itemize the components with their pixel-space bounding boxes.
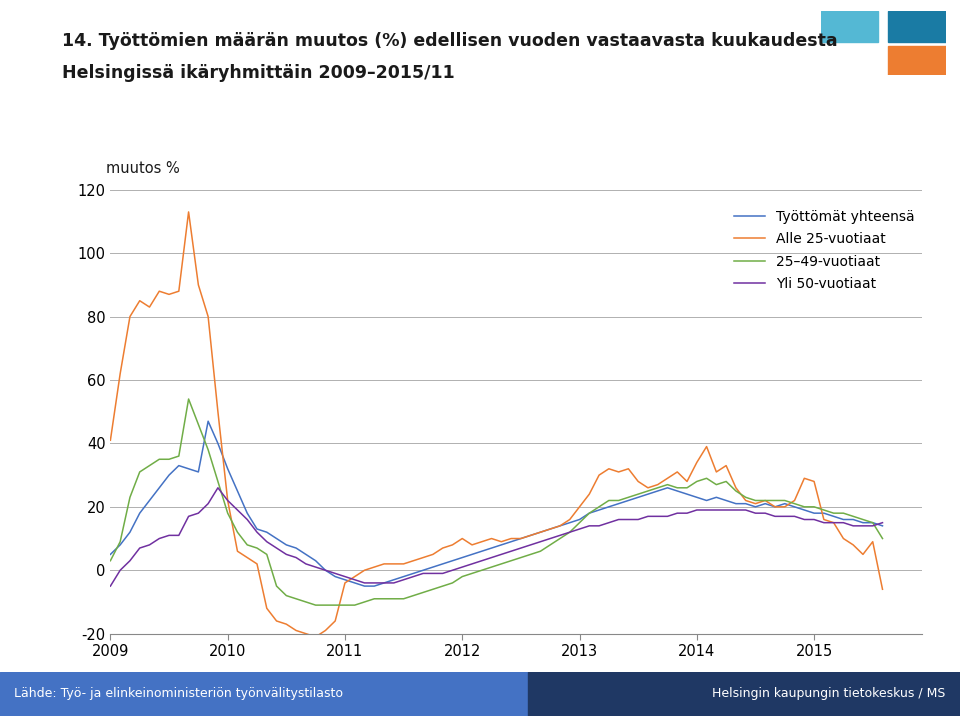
25–49-vuotiaat [623, 493, 635, 502]
Yli 50-vuotiaat [612, 516, 624, 524]
Alle 25-vuotiaat [105, 436, 116, 445]
Text: Helsingin kaupungin tietokeskus / MS: Helsingin kaupungin tietokeskus / MS [712, 687, 946, 700]
25–49-vuotiaat [105, 556, 116, 565]
Työttömät yhteensä [876, 521, 888, 530]
Bar [888, 46, 946, 75]
Yli 50-vuotiaat [457, 563, 468, 571]
Legend: Työttömät yhteensä, Alle 25-vuotiaat, 25–49-vuotiaat, Yli 50-vuotiaat: Työttömät yhteensä, Alle 25-vuotiaat, 25… [734, 210, 915, 291]
25–49-vuotiaat [652, 483, 663, 492]
Työttömät yhteensä [359, 582, 371, 591]
Line: Alle 25-vuotiaat: Alle 25-vuotiaat [110, 212, 882, 637]
Alle 25-vuotiaat [182, 208, 194, 216]
Alle 25-vuotiaat [593, 471, 605, 480]
25–49-vuotiaat [467, 569, 478, 578]
Työttömät yhteensä [467, 550, 478, 558]
Alle 25-vuotiaat [467, 541, 478, 549]
Alle 25-vuotiaat [623, 465, 635, 473]
Line: 25–49-vuotiaat: 25–49-vuotiaat [110, 399, 882, 605]
25–49-vuotiaat [876, 534, 888, 543]
Yli 50-vuotiaat [105, 582, 116, 591]
Bar [821, 11, 878, 42]
25–49-vuotiaat [808, 503, 820, 511]
Yli 50-vuotiaat [642, 512, 654, 521]
25–49-vuotiaat [593, 503, 605, 511]
Alle 25-vuotiaat [808, 477, 820, 485]
Yli 50-vuotiaat [574, 525, 586, 533]
Text: Helsingissä ikäryhmittäin 2009–2015/11: Helsingissä ikäryhmittäin 2009–2015/11 [62, 64, 455, 82]
Yli 50-vuotiaat [584, 521, 595, 530]
Alle 25-vuotiaat [310, 632, 322, 641]
Text: 14. Työttömien määrän muutos (%) edellisen vuoden vastaavasta kuukaudesta: 14. Työttömien määrän muutos (%) edellis… [62, 32, 838, 50]
Alle 25-vuotiaat [584, 490, 595, 498]
25–49-vuotiaat [584, 509, 595, 518]
Yli 50-vuotiaat [799, 516, 810, 524]
Työttömät yhteensä [584, 509, 595, 518]
Line: Työttömät yhteensä: Työttömät yhteensä [110, 421, 882, 586]
Alle 25-vuotiaat [876, 585, 888, 594]
Bar [0, 672, 528, 716]
Työttömät yhteensä [808, 509, 820, 518]
Yli 50-vuotiaat [876, 518, 888, 527]
25–49-vuotiaat [310, 601, 322, 609]
25–49-vuotiaat [182, 395, 194, 403]
Bar [528, 672, 960, 716]
Työttömät yhteensä [652, 487, 663, 495]
Line: Yli 50-vuotiaat: Yli 50-vuotiaat [110, 488, 882, 586]
Työttömät yhteensä [105, 550, 116, 558]
Text: Lähde: Työ- ja elinkeinoministeriön työnvälitystilasto: Lähde: Työ- ja elinkeinoministeriön työn… [14, 687, 344, 700]
Yli 50-vuotiaat [212, 483, 224, 492]
Bar [888, 11, 946, 42]
Työttömät yhteensä [203, 417, 214, 425]
Alle 25-vuotiaat [652, 480, 663, 489]
Työttömät yhteensä [623, 496, 635, 505]
Text: muutos %: muutos % [107, 161, 180, 176]
Työttömät yhteensä [593, 505, 605, 514]
